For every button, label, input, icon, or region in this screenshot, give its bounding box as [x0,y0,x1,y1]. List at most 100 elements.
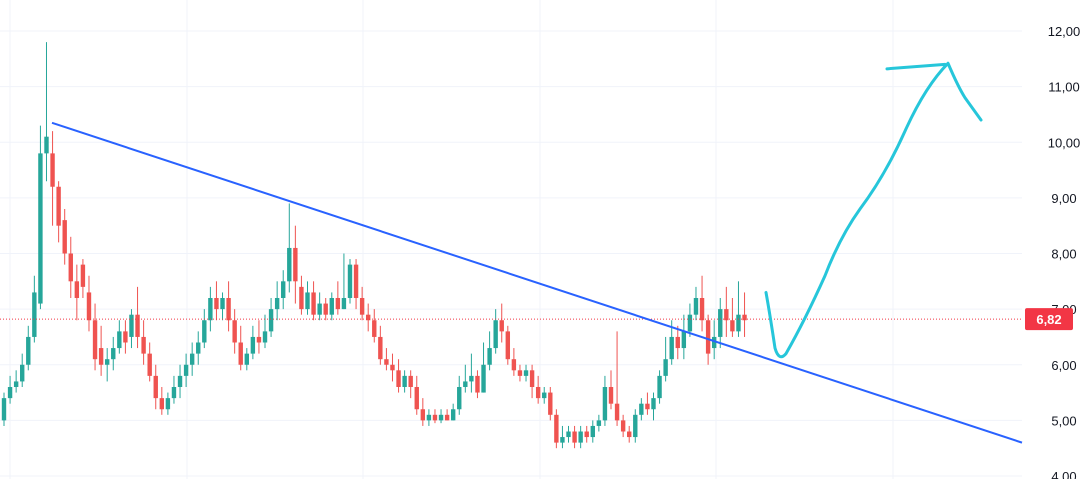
candle-up [177,364,183,399]
candle-body [62,220,67,254]
candle-up [13,370,19,393]
candle-down [505,325,511,365]
candle-body [542,392,547,399]
y-tick-label: 11,00 [1048,80,1080,95]
candle-body [232,320,237,343]
candle-body [511,359,517,371]
candle-body [614,403,620,421]
candle-body [584,431,589,438]
candle-up [262,314,268,349]
candle-body [633,414,638,438]
candle-up [189,342,195,376]
candle-body [208,298,213,321]
candle-up [220,292,225,321]
candle-body [572,431,577,443]
candle-up [111,336,116,371]
candle-body [711,336,717,349]
candle-down [238,325,243,371]
candle-body [578,431,583,443]
candle-body [408,375,413,387]
candle-body [457,387,462,410]
y-tick-label: 9,00 [1051,191,1076,206]
candle-body [305,292,310,310]
candle-body [323,303,328,315]
candle-body [675,336,680,349]
candle-down [608,370,614,410]
candle-body [129,314,134,337]
candle-body [554,414,559,443]
candle-down [50,131,55,226]
candle-up [633,409,638,443]
candle-down [159,387,165,415]
y-tick-label: 5,00 [1051,413,1076,428]
candle-down [74,264,80,321]
candle-body [414,387,419,410]
candle-up [329,292,334,321]
candle-down [226,281,231,332]
candle-up [663,336,668,382]
y-tick-label: 6,00 [1051,358,1076,373]
candle-down [153,364,158,410]
projection-drawing[interactable] [764,61,983,359]
candle-body [742,314,747,321]
candle-body [390,364,395,371]
candle-body [165,398,171,410]
candle-body [475,375,480,393]
candle-body [171,387,177,399]
candle-up [487,331,492,371]
candle-body [256,336,262,343]
candle-up [287,203,292,293]
candle-down [572,425,577,449]
candle-up [523,364,529,382]
candle-up [560,425,565,449]
candle-up [44,42,49,182]
candle-down [98,325,104,376]
y-tick-label: 12,00 [1048,24,1081,39]
candle-body [347,264,353,298]
candle-body [608,387,614,404]
candle-body [250,336,256,354]
descending-trendline[interactable] [51,121,1023,444]
candle-down [390,353,395,382]
candle-body [135,314,140,337]
candle-down [396,359,401,393]
candle-down [80,259,86,298]
candle-body [26,336,31,365]
candle-body [353,264,359,298]
candle-body [44,136,49,154]
candle-body [681,331,687,349]
candle-body [548,392,553,415]
candle-up [274,281,280,321]
candle-down [724,286,729,337]
candle-down [699,275,705,332]
candle-up [38,125,43,310]
candle-up [20,353,25,387]
candle-body [590,425,595,438]
candle-body [432,414,438,421]
candle-body [384,359,389,365]
candle-body [517,370,523,376]
candle-body [329,298,334,315]
candle-up [104,348,110,382]
candle-body [38,153,43,304]
candle-body [311,292,316,315]
current-price-badge: 6,82 [1025,308,1073,331]
candle-body [220,298,225,310]
candle-up [493,309,498,354]
candle-down [554,409,559,449]
candle-body [147,353,152,376]
candle-down [529,364,535,399]
candle-body [268,309,274,332]
current-price-badge-bg [1025,308,1073,331]
candle-body [463,381,468,387]
candle-down [299,275,304,315]
candle-up [244,348,249,371]
candle-body [202,320,207,343]
candle-body [32,292,37,337]
candle-down [232,309,237,354]
candle-body [244,353,249,365]
candle-body [74,281,80,298]
candle-body [523,370,529,376]
